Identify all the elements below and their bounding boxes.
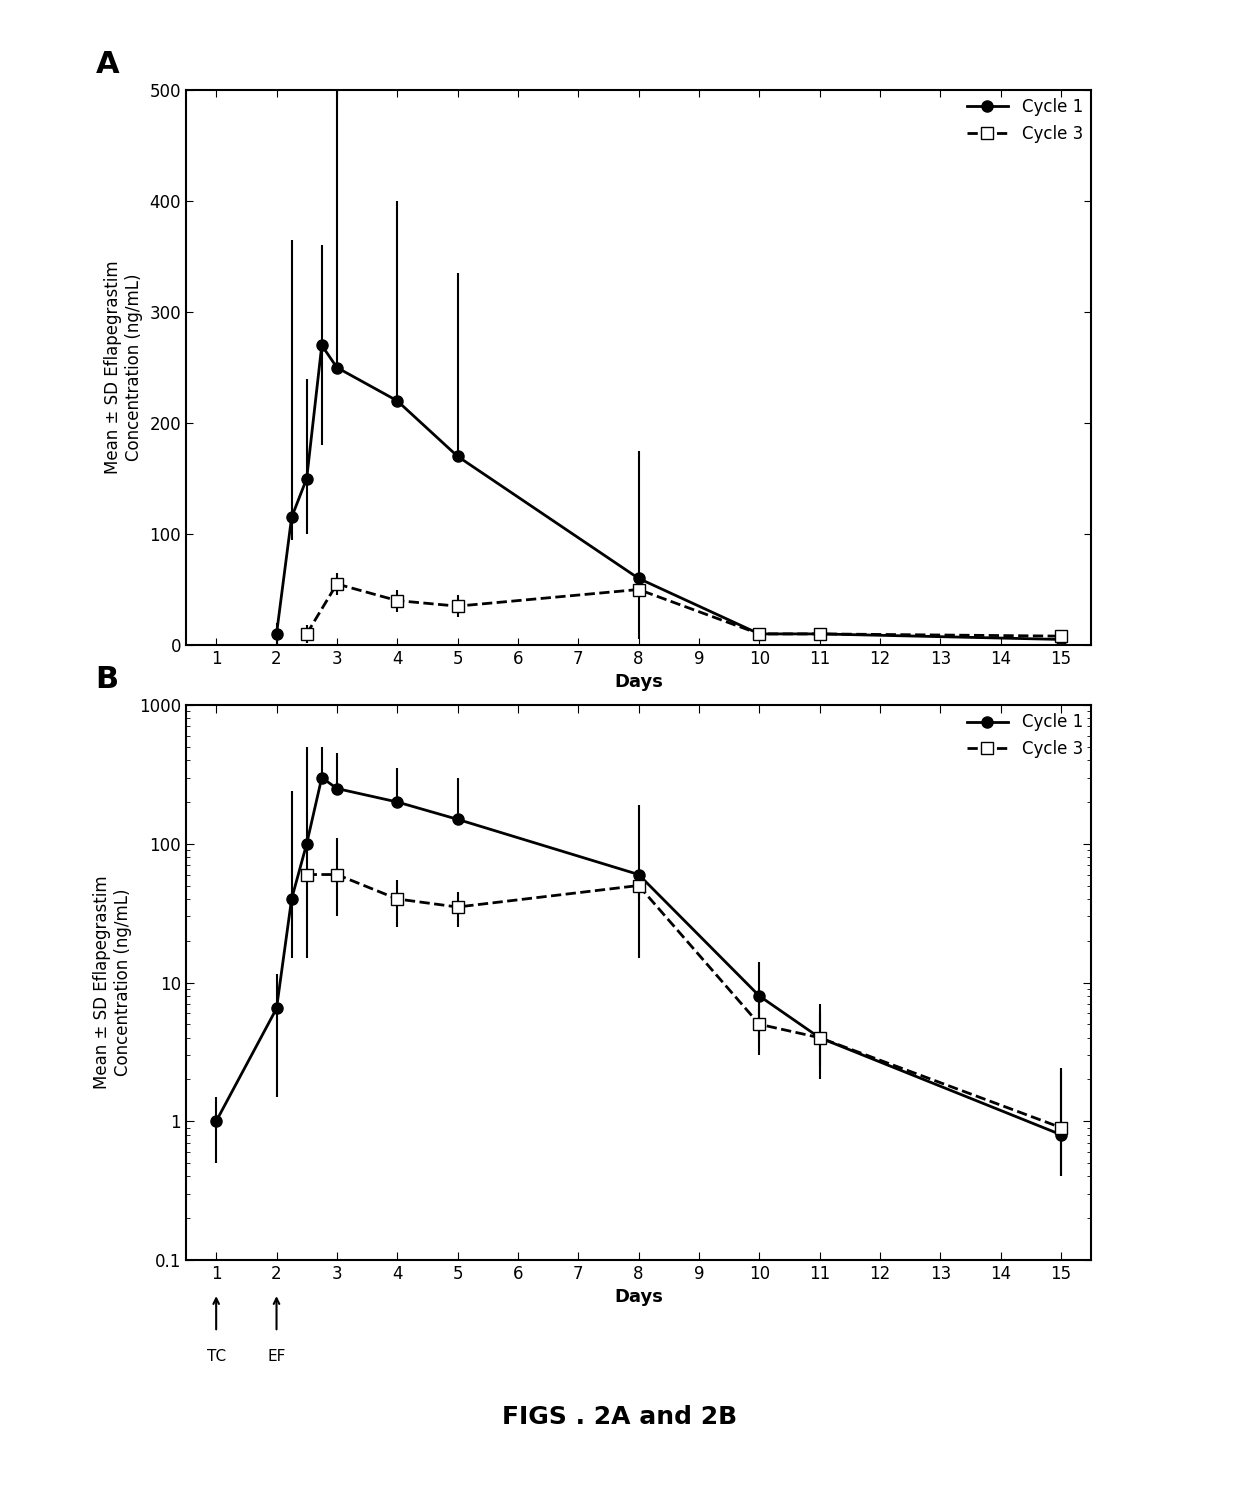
Y-axis label: Mean ± SD Eflapegrastim
Concentration (ng/mL): Mean ± SD Eflapegrastim Concentration (n…: [93, 876, 133, 1089]
Text: FIGS . 2A and 2B: FIGS . 2A and 2B: [502, 1406, 738, 1429]
Y-axis label: Mean ± SD Eflapegrastim
Concentration (ng/mL): Mean ± SD Eflapegrastim Concentration (n…: [104, 261, 143, 474]
X-axis label: Days: Days: [614, 1288, 663, 1306]
Text: B: B: [95, 664, 119, 694]
Text: EF: EF: [268, 1348, 285, 1364]
Legend: Cycle 1, Cycle 3: Cycle 1, Cycle 3: [967, 714, 1083, 758]
X-axis label: Days: Days: [614, 674, 663, 692]
Text: TC: TC: [207, 1348, 226, 1364]
Legend: Cycle 1, Cycle 3: Cycle 1, Cycle 3: [967, 99, 1083, 142]
Text: A: A: [95, 50, 119, 80]
